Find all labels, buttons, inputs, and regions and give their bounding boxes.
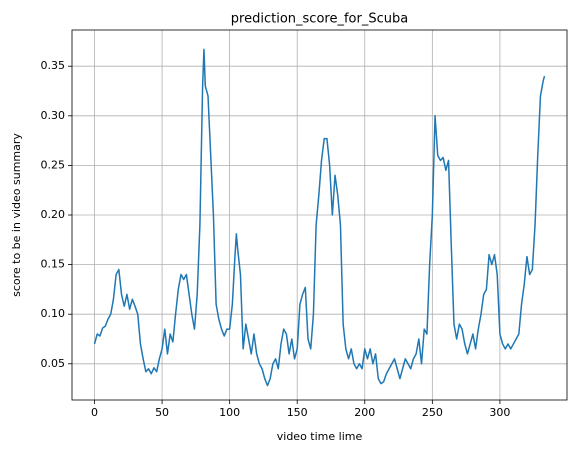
x-tick-label: 150 xyxy=(287,406,308,419)
y-tick-label: 0.35 xyxy=(41,59,66,72)
x-tick-label: 200 xyxy=(354,406,375,419)
x-tick-label: 300 xyxy=(489,406,510,419)
y-axis-label: score to be in video summary xyxy=(10,133,23,297)
y-tick-label: 0.15 xyxy=(41,258,66,271)
y-tick-label: 0.25 xyxy=(41,158,66,171)
y-tick-label: 0.30 xyxy=(41,109,66,122)
x-axis-label: video time lime xyxy=(277,430,363,443)
y-tick-label: 0.20 xyxy=(41,208,66,221)
y-tick-label: 0.05 xyxy=(41,357,66,370)
x-tick-label: 250 xyxy=(422,406,443,419)
line xyxy=(93,48,546,387)
x-tick-label: 100 xyxy=(219,406,240,419)
x-tick-label: 50 xyxy=(155,406,169,419)
plot-frame xyxy=(71,29,568,401)
x-tick-label: 0 xyxy=(91,406,98,419)
chart-title: prediction_score_for_Scuba xyxy=(231,12,408,27)
y-tick-label: 0.10 xyxy=(41,307,66,320)
